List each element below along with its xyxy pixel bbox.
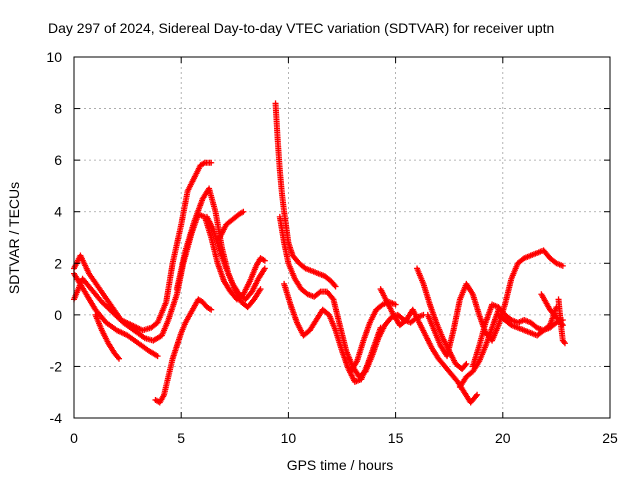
grid-lines [74, 57, 610, 418]
series-track-13 [377, 286, 481, 406]
series-track-12 [347, 298, 399, 375]
series-track-9 [272, 100, 339, 290]
series-track-7 [203, 213, 268, 303]
data-point [377, 324, 384, 331]
data-point [329, 295, 336, 302]
data-point [473, 393, 479, 400]
y-tick-label: 8 [54, 101, 62, 117]
series-track-14 [414, 265, 470, 373]
data-point [561, 340, 568, 347]
y-tick-label: -2 [50, 358, 63, 374]
data-point [495, 306, 502, 313]
data-point [331, 282, 338, 289]
series-track-10 [276, 213, 427, 380]
x-tick-label: 5 [177, 430, 185, 446]
x-tick-label: 25 [602, 430, 618, 446]
x-tick-label: 0 [70, 430, 78, 446]
data-point [261, 257, 268, 264]
series-track-17 [456, 306, 502, 391]
axis-ticks: 0 5 10 15 20 25 -4 -2 0 2 4 6 8 10 [46, 49, 618, 446]
y-tick-label: -4 [50, 410, 63, 426]
data-point [208, 159, 215, 166]
y-tick-label: 2 [54, 255, 62, 271]
data-point [261, 265, 268, 272]
series-track-11 [281, 280, 384, 385]
data-point [257, 286, 264, 293]
data-point [332, 283, 339, 290]
chart-title: Day 297 of 2024, Sidereal Day-to-day VTE… [48, 20, 554, 36]
data-point [474, 391, 481, 398]
data-point [392, 301, 399, 308]
data-point [462, 362, 469, 369]
data-point [208, 306, 215, 313]
data-point [114, 354, 121, 361]
y-tick-label: 10 [46, 49, 62, 65]
x-tick-label: 15 [388, 430, 404, 446]
plot-frame [73, 56, 611, 419]
y-tick-label: 6 [54, 152, 62, 168]
data-point [240, 208, 247, 215]
series-track-3 [71, 270, 161, 360]
series-track-20 [555, 296, 568, 347]
data-point [116, 355, 123, 362]
data-point [154, 353, 161, 360]
x-axis-label: GPS time / hours [287, 457, 394, 473]
data-point [560, 338, 567, 345]
series-track-5 [152, 296, 215, 406]
y-tick-label: 4 [54, 204, 62, 220]
y-tick-label: 0 [54, 307, 62, 323]
x-tick-label: 10 [281, 430, 297, 446]
data-point [463, 360, 470, 367]
series-track-4 [92, 311, 123, 362]
series-track-8 [216, 208, 247, 241]
data-marks [71, 100, 568, 406]
y-axis-label: SDTVAR / TECUs [6, 182, 22, 294]
series-track-15 [424, 247, 566, 360]
data-point [559, 262, 566, 269]
x-tick-label: 20 [495, 430, 511, 446]
data-point [316, 289, 323, 296]
